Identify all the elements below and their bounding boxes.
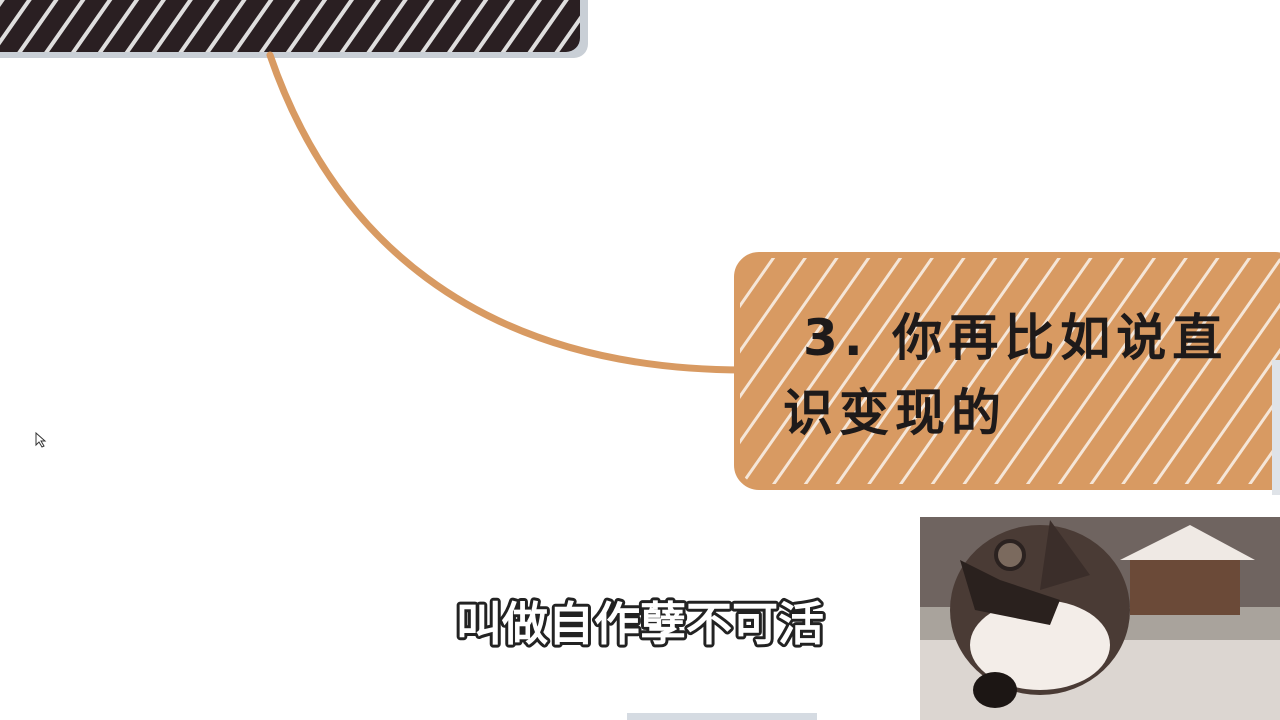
cursor	[35, 431, 47, 448]
bottom-bar	[627, 713, 817, 720]
dark-node	[0, 0, 580, 52]
subtitle: 叫做自作孽不可活	[456, 597, 824, 651]
node-line: 识变现的	[783, 384, 1007, 442]
connector	[266, 51, 749, 374]
orange-node	[734, 252, 1280, 490]
webcam-image	[920, 517, 1280, 720]
scrollbar	[1272, 360, 1280, 495]
node-line: 3. 你再比如说直	[803, 309, 1228, 367]
